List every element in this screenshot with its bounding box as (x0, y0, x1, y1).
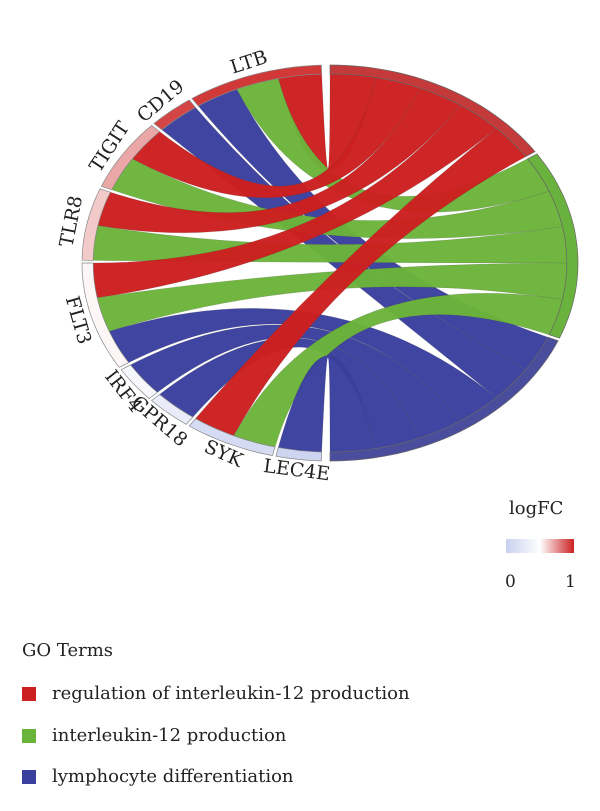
gene-arc-irf4 (120, 364, 158, 399)
legend-swatch-blue (22, 769, 36, 784)
legend-item-regulation-il12: regulation of interleukin-12 production (22, 683, 410, 704)
legend-label: interleukin-12 production (52, 725, 287, 746)
logfc-gradient-bar (506, 539, 574, 553)
legend-title: GO Terms (22, 640, 114, 661)
legend-item-lymphocyte-differentiation: lymphocyte differentiation (22, 766, 294, 787)
logfc-min-label: 0 (505, 572, 516, 592)
gene-arc-ltb (191, 64, 323, 107)
logfc-title: logFC (509, 498, 564, 519)
gene-label-tlr8: TLR8 (55, 194, 87, 249)
gene-arcs (81, 64, 323, 462)
legend-swatch-green (22, 728, 36, 743)
legend-swatch-red (22, 686, 36, 701)
gene-arc-flt3 (81, 262, 130, 368)
term-arc-1 (527, 153, 579, 339)
term-arc-0 (329, 64, 536, 158)
term-arcs (329, 64, 579, 462)
gene-arc-cd19 (153, 99, 197, 131)
gene-arc-syk (188, 418, 276, 457)
ribbons (92, 73, 568, 453)
gene-arc-tigit (100, 125, 161, 191)
gene-arc-gpr18 (151, 393, 194, 425)
term-arc-2 (329, 336, 559, 462)
logfc-max-label: 1 (565, 572, 576, 592)
legend-item-il12-production: interleukin-12 production (22, 725, 286, 746)
legend-label: regulation of interleukin-12 production (52, 683, 410, 704)
gene-arc-lec4e (275, 447, 323, 462)
gene-arc-tlr8 (81, 188, 111, 261)
legend-label: lymphocyte differentiation (52, 766, 294, 787)
